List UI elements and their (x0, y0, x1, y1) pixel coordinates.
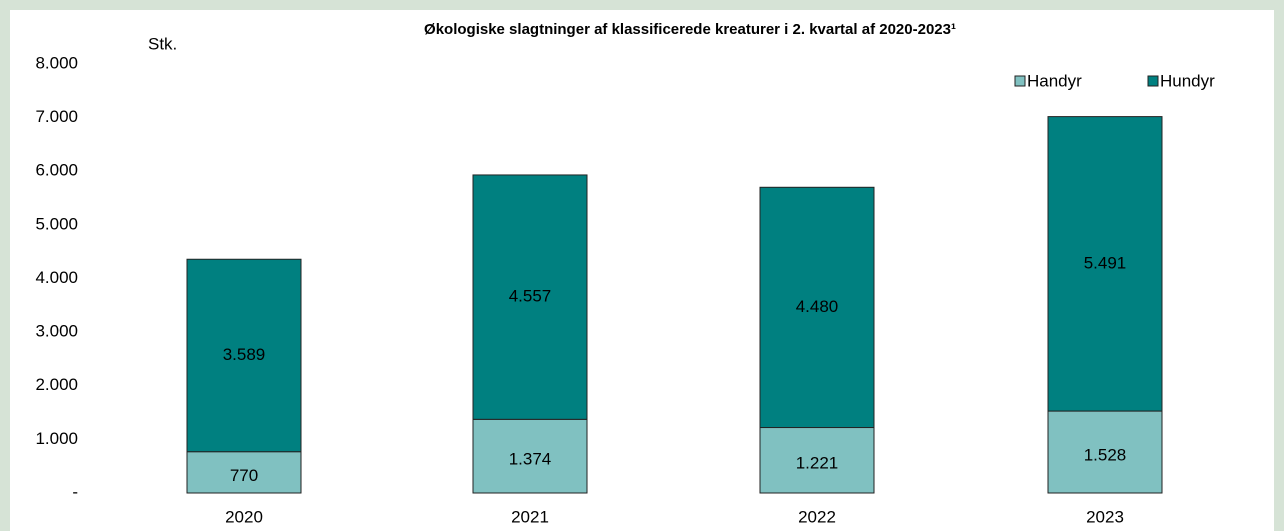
legend-swatch (1147, 75, 1159, 87)
value-label: 770 (230, 466, 258, 485)
legend-label: Hundyr (1160, 71, 1215, 90)
y-tick-label: 7.000 (35, 107, 78, 126)
value-label: 1.528 (1084, 446, 1127, 465)
value-label: 5.491 (1084, 253, 1127, 272)
y-tick-label: 1.000 (35, 429, 78, 448)
bar-segment (1047, 410, 1163, 494)
bar-segment (759, 186, 875, 429)
bar-segment (472, 418, 588, 494)
value-label: 3.589 (223, 345, 266, 364)
chart-title: Økologiske slagtninger af klassificerede… (424, 21, 956, 38)
y-tick-label: - (72, 482, 78, 501)
bar-segment (186, 258, 302, 453)
legend-swatch (1014, 75, 1026, 87)
y-tick-label: 4.000 (35, 268, 78, 287)
y-tick-label: 8.000 (35, 53, 78, 72)
value-label: 1.374 (509, 450, 552, 469)
x-tick-label: 2023 (1086, 507, 1124, 526)
bar-segment (759, 427, 875, 494)
x-tick-label: 2022 (798, 507, 836, 526)
bar-segment (1047, 116, 1163, 412)
value-label: 4.480 (796, 297, 839, 316)
bar-segment (472, 174, 588, 420)
bar-segment (186, 451, 302, 494)
value-label: 1.221 (796, 454, 839, 473)
x-tick-label: 2021 (511, 507, 549, 526)
y-tick-label: 3.000 (35, 322, 78, 341)
legend-label: Handyr (1027, 71, 1082, 90)
y-tick-label: 5.000 (35, 214, 78, 233)
y-tick-label: 2.000 (35, 375, 78, 394)
y-axis-label: Stk. (148, 34, 177, 53)
x-tick-label: 2020 (225, 507, 263, 526)
value-label: 4.557 (509, 287, 552, 306)
y-tick-label: 6.000 (35, 161, 78, 180)
